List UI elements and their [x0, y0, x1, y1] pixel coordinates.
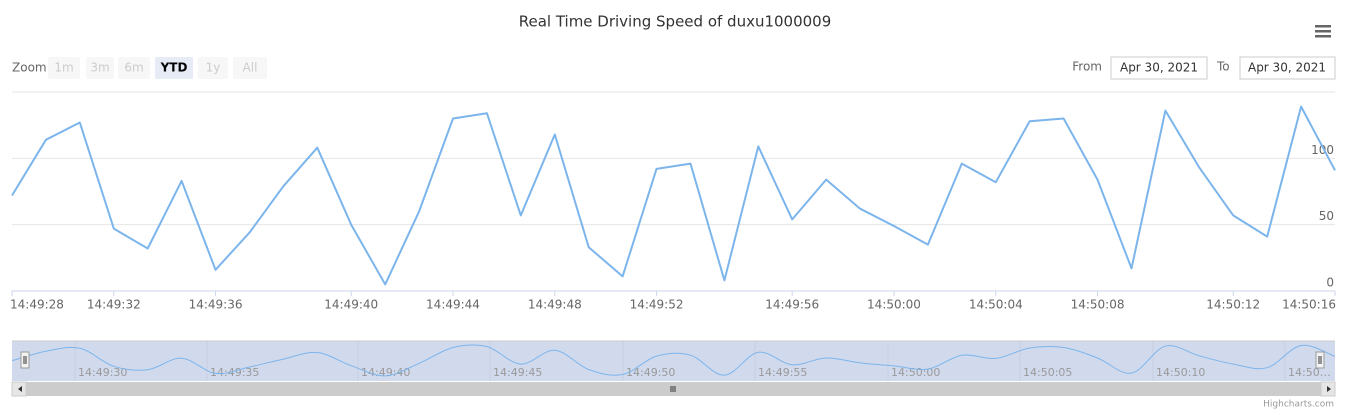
- navigator-mask: [12, 341, 1335, 381]
- y-tick-label: 100: [1311, 143, 1334, 157]
- series-line: [11, 105, 1336, 286]
- to-input[interactable]: [1239, 56, 1336, 80]
- x-tick-label: 14:50:08: [1071, 298, 1125, 312]
- to-label: To: [1216, 60, 1230, 74]
- x-tick-label: 14:49:48: [528, 298, 582, 312]
- zoom-button-label: YTD: [160, 61, 188, 75]
- navigator-label: 14:50:10: [1156, 366, 1205, 379]
- navigator-label: 14:50:05: [1023, 366, 1072, 379]
- navigator-label: 14:49:55: [758, 366, 807, 379]
- from-input[interactable]: [1110, 56, 1208, 80]
- navigator-series: [11, 344, 1336, 377]
- x-tick-label: 14:49:36: [189, 298, 243, 312]
- navigator-label: 14:49:40: [361, 366, 410, 379]
- zoom-button-label: All: [243, 61, 258, 75]
- x-tick-label: 14:49:40: [324, 298, 378, 312]
- x-tick-label: 14:50:00: [867, 298, 921, 312]
- zoom-button-label: 1m: [54, 61, 73, 75]
- navigator-label: 14:49:30: [78, 366, 127, 379]
- zoom-button-label: 1y: [206, 61, 221, 75]
- credits: Highcharts.com: [1263, 400, 1334, 410]
- x-tick-label: 14:49:44: [426, 298, 480, 312]
- scrollbar-arrow: [1327, 386, 1331, 392]
- x-tick-label: 14:49:28: [10, 298, 64, 312]
- zoom-button[interactable]: [48, 57, 80, 79]
- x-tick-label: 14:49:52: [630, 298, 684, 312]
- navigator-label: 14:49:35: [210, 366, 259, 379]
- zoom-button[interactable]: [233, 57, 267, 79]
- x-tick-label: 14:50:12: [1206, 298, 1260, 312]
- zoom-button-label: 6m: [124, 61, 143, 75]
- navigator-handle[interactable]: [20, 351, 30, 369]
- from-value: Apr 30, 2021: [1120, 61, 1198, 75]
- x-tick-label: 14:49:32: [87, 298, 141, 312]
- to-value: Apr 30, 2021: [1248, 61, 1326, 75]
- menu-bar: [1315, 30, 1331, 33]
- x-tick-label: 14:50:16: [1282, 298, 1336, 312]
- y-tick-label: 50: [1319, 209, 1334, 223]
- y-tick-label: 0: [1326, 276, 1334, 290]
- menu-bar: [1315, 35, 1331, 38]
- zoom-button[interactable]: [198, 57, 228, 79]
- menu-button[interactable]: [1315, 25, 1331, 38]
- scrollbar-arrow: [18, 386, 22, 392]
- navigator-label: 14:50…: [1288, 366, 1331, 379]
- zoom-button[interactable]: [155, 57, 193, 79]
- zoom-button-label: 3m: [90, 61, 109, 75]
- x-tick-label: 14:49:56: [765, 298, 819, 312]
- navigator-label: 14:49:50: [626, 366, 675, 379]
- zoom-button[interactable]: [118, 57, 150, 79]
- zoom-button[interactable]: [86, 57, 114, 79]
- navigator-handle[interactable]: [1315, 351, 1325, 369]
- zoom-label: Zoom: [12, 61, 47, 75]
- from-label: From: [1072, 60, 1102, 74]
- chart-title: Real Time Driving Speed of duxu1000009: [519, 13, 832, 31]
- menu-bar: [1315, 25, 1331, 28]
- navigator-label: 14:49:45: [493, 366, 542, 379]
- x-tick-label: 14:50:04: [969, 298, 1023, 312]
